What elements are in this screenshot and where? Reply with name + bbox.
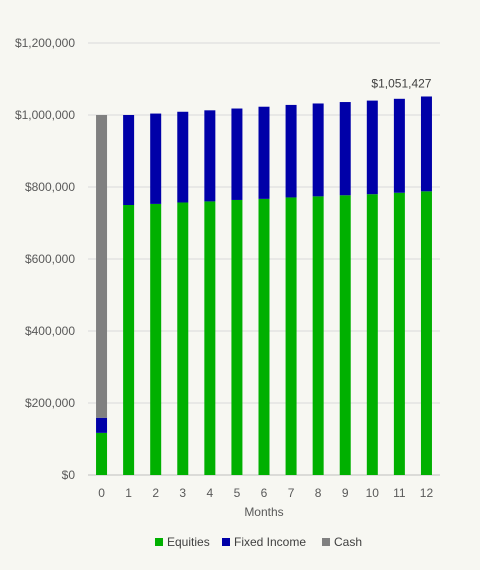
x-tick-label: 10 — [366, 486, 380, 500]
x-tick-label: 11 — [393, 486, 406, 500]
bar-fixed-income — [312, 103, 324, 197]
legend-label: Equities — [167, 535, 210, 549]
x-tick-label: 6 — [261, 486, 268, 500]
bar-equities — [231, 199, 243, 475]
x-tick-label: 9 — [342, 486, 349, 500]
legend: Equities Fixed Income Cash — [155, 535, 362, 549]
bar-equities — [285, 197, 297, 475]
bar-equities — [312, 196, 324, 476]
y-tick-label: $1,000,000 — [15, 108, 75, 122]
y-tick-label: $600,000 — [25, 252, 75, 266]
y-tick-label: $800,000 — [25, 180, 75, 194]
y-tick-label: $0 — [62, 468, 76, 482]
bar-fixed-income — [420, 96, 432, 192]
total-value-label: $1,051,427 — [371, 76, 431, 90]
y-tick-label: $1,200,000 — [15, 36, 75, 50]
bar-fixed-income — [393, 98, 405, 193]
x-axis-title: Months — [244, 505, 283, 519]
bar-fixed-income — [258, 106, 270, 199]
legend-swatch — [322, 538, 330, 546]
y-tick-label: $400,000 — [25, 324, 75, 338]
bar-fixed-income — [96, 417, 108, 433]
x-tick-label: 5 — [234, 486, 241, 500]
y-tick-label: $200,000 — [25, 396, 75, 410]
bar-equities — [150, 203, 162, 476]
bar-equities — [420, 191, 432, 475]
bar-equities — [339, 195, 351, 475]
legend-item: Equities — [155, 535, 210, 549]
y-axis-tick-labels: $0 $200,000 $400,000 $600,000 $800,000 $1,000… — [15, 36, 75, 482]
legend-swatch — [222, 538, 230, 546]
bar-fixed-income — [339, 102, 351, 196]
bar-equities — [258, 198, 270, 475]
bar-equities — [366, 194, 378, 475]
x-tick-label: 8 — [315, 486, 322, 500]
x-axis-tick-labels: 0 1 2 3 4 5 6 7 8 9 10 11 12 — [98, 486, 433, 500]
x-tick-label: 7 — [288, 486, 295, 500]
bar-equities — [177, 202, 189, 476]
legend-swatch — [155, 538, 163, 546]
x-tick-label: 3 — [179, 486, 186, 500]
bar-fixed-income — [150, 113, 162, 204]
bar-fixed-income — [285, 104, 297, 198]
legend-label: Fixed Income — [234, 535, 306, 549]
bar-equities — [204, 201, 216, 475]
x-tick-label: 12 — [420, 486, 434, 500]
bar-fixed-income — [123, 115, 135, 205]
x-tick-label: 0 — [98, 486, 105, 500]
bar-cash — [96, 115, 108, 418]
x-tick-label: 4 — [207, 486, 214, 500]
bars — [96, 96, 432, 476]
bar-equities — [393, 192, 405, 475]
bar-equities — [96, 432, 108, 475]
bar-fixed-income — [204, 110, 216, 202]
bar-equities — [123, 205, 135, 475]
legend-item: Cash — [322, 535, 362, 549]
bar-fixed-income — [231, 108, 243, 200]
x-tick-label: 1 — [125, 486, 132, 500]
legend-label: Cash — [334, 535, 362, 549]
legend-item: Fixed Income — [222, 535, 306, 549]
x-tick-label: 2 — [152, 486, 159, 500]
bar-fixed-income — [366, 100, 378, 195]
bar-fixed-income — [177, 111, 189, 203]
